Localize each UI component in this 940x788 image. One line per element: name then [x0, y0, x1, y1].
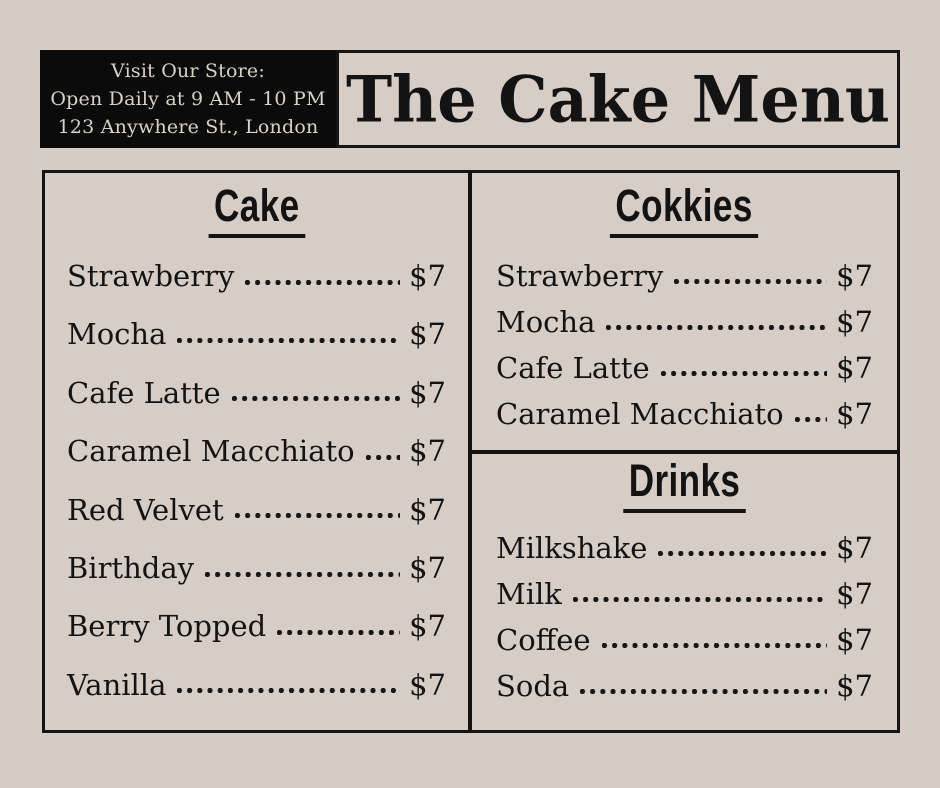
dotted-leader: [606, 299, 828, 345]
menu-item-row: Cafe Latte $7: [67, 363, 446, 423]
menu-item-row: Mocha $7: [67, 305, 446, 364]
section-header: Drinks: [496, 456, 873, 513]
item-price: $7: [409, 609, 446, 644]
item-name: Birthday: [67, 550, 195, 585]
dotted-leader: [674, 253, 828, 299]
item-name: Strawberry: [496, 259, 664, 293]
menu-item-row: Milk $7: [496, 571, 873, 617]
menu-item-row: Strawberry $7: [67, 247, 446, 306]
menu-item-row: Caramel Macchiato $7: [67, 422, 446, 481]
dotted-leader: [365, 422, 401, 481]
item-price: $7: [409, 259, 446, 293]
section-items-cookies: Strawberry $7 Mocha $7 Cafe Latte $7 Caramel M…: [496, 253, 873, 437]
menu-section-drinks: Drinks Milkshake $7 Milk $7 Coffee $7 Soda $7: [472, 454, 897, 730]
item-name: Soda: [496, 669, 570, 703]
item-price: $7: [836, 669, 873, 703]
dotted-leader: [277, 597, 401, 656]
store-info-line-3: 123 Anywhere St., London: [57, 116, 319, 138]
menu-item-row: Birthday $7: [67, 538, 446, 598]
dotted-leader: [601, 617, 828, 663]
menu-section-cake: Cake Strawberry $7 Mocha $7 Cafe Latte $7 Cara…: [45, 173, 472, 730]
menu-grid: Cake Strawberry $7 Mocha $7 Cafe Latte $7 Cara…: [42, 170, 900, 733]
item-price: $7: [409, 492, 446, 527]
dotted-leader: [658, 525, 828, 571]
dotted-leader: [231, 363, 401, 423]
right-column: Cokkies Strawberry $7 Mocha $7 Cafe Latte $7 C…: [472, 173, 897, 730]
item-name: Mocha: [67, 317, 167, 352]
menu-item-row: Mocha $7: [496, 299, 873, 345]
item-name: Milk: [496, 577, 562, 611]
section-items-drinks: Milkshake $7 Milk $7 Coffee $7 Soda $7: [496, 525, 873, 709]
section-title-drinks: Drinks: [623, 456, 746, 513]
item-name: Vanilla: [67, 667, 167, 702]
section-header: Cokkies: [496, 181, 873, 239]
menu-item-row: Vanilla $7: [67, 655, 446, 715]
item-name: Red Velvet: [67, 492, 224, 527]
menu-item-row: Strawberry $7: [496, 253, 873, 299]
item-name: Berry Topped: [67, 609, 267, 644]
menu-item-row: Milkshake $7: [496, 525, 873, 571]
section-title-cookies: Cokkies: [610, 181, 759, 238]
store-info-box: Visit Our Store: Open Daily at 9 AM - 10…: [40, 50, 336, 148]
dotted-leader: [580, 663, 828, 709]
dotted-leader: [794, 391, 828, 437]
dotted-leader: [245, 247, 401, 306]
item-name: Cafe Latte: [496, 351, 650, 385]
menu-item-row: Soda $7: [496, 663, 873, 709]
section-items-cake: Strawberry $7 Mocha $7 Cafe Latte $7 Caramel M…: [67, 247, 446, 715]
dotted-leader: [177, 305, 401, 364]
item-name: Caramel Macchiato: [67, 434, 355, 469]
item-price: $7: [409, 375, 446, 410]
dotted-leader: [177, 655, 401, 715]
item-name: Strawberry: [67, 259, 235, 293]
menu-section-cookies: Cokkies Strawberry $7 Mocha $7 Cafe Latte $7 C…: [472, 173, 897, 454]
item-price: $7: [836, 397, 873, 431]
item-price: $7: [409, 550, 446, 585]
item-price: $7: [836, 623, 873, 657]
item-name: Cafe Latte: [67, 375, 221, 410]
menu-item-row: Berry Topped $7: [67, 597, 446, 656]
item-price: $7: [836, 531, 873, 565]
item-price: $7: [836, 259, 873, 293]
section-header: Cake: [67, 181, 446, 239]
item-name: Caramel Macchiato: [496, 397, 784, 431]
menu-item-row: Caramel Macchiato $7: [496, 391, 873, 437]
menu-item-row: Red Velvet $7: [67, 480, 446, 539]
item-name: Milkshake: [496, 531, 648, 565]
item-price: $7: [409, 434, 446, 469]
store-info-line-2: Open Daily at 9 AM - 10 PM: [50, 88, 326, 110]
item-price: $7: [409, 317, 446, 352]
store-info-line-1: Visit Our Store:: [111, 60, 265, 82]
dotted-leader: [572, 571, 828, 617]
page-title: The Cake Menu: [346, 61, 890, 137]
title-box: The Cake Menu: [336, 50, 900, 148]
dotted-leader: [205, 538, 401, 598]
menu-item-row: Cafe Latte $7: [496, 345, 873, 391]
item-price: $7: [409, 667, 446, 702]
item-price: $7: [836, 305, 873, 339]
item-price: $7: [836, 577, 873, 611]
menu-item-row: Coffee $7: [496, 617, 873, 663]
section-title-cake: Cake: [208, 181, 305, 238]
item-name: Coffee: [496, 623, 591, 657]
dotted-leader: [660, 345, 828, 391]
item-price: $7: [836, 351, 873, 385]
dotted-leader: [234, 480, 401, 539]
item-name: Mocha: [496, 305, 596, 339]
